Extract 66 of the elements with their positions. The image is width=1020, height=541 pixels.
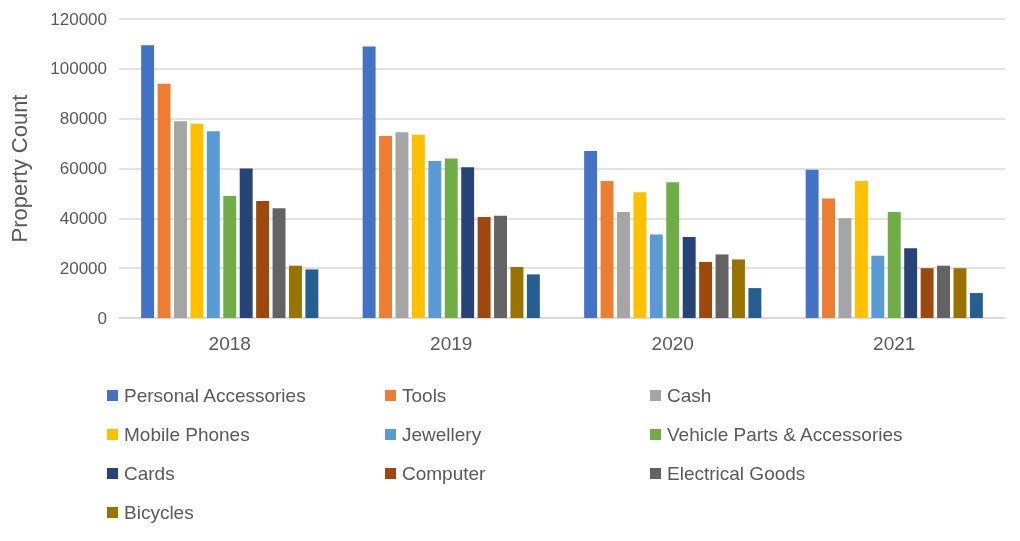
bar: [953, 268, 967, 318]
legend-label: Tools: [402, 385, 447, 406]
bar: [510, 266, 524, 318]
bar: [854, 180, 868, 318]
y-tick-label: 80000: [59, 109, 107, 129]
legend-label: Mobile Phones: [124, 424, 250, 445]
bar: [920, 268, 934, 318]
bar: [411, 134, 425, 318]
bar: [822, 198, 836, 318]
bar: [494, 215, 507, 318]
bar: [379, 136, 393, 318]
bar: [157, 83, 171, 318]
y-tick-label: 40000: [59, 208, 107, 228]
bar: [190, 123, 204, 318]
bar: [805, 169, 819, 318]
bar: [904, 248, 918, 318]
bar: [748, 288, 762, 318]
bar: [395, 132, 409, 318]
bar: [174, 121, 187, 318]
y-axis-title: Property Count: [6, 94, 32, 243]
bar: [969, 293, 983, 318]
bar: [649, 234, 663, 318]
legend-label: Personal Accessories: [124, 385, 306, 406]
bar: [239, 168, 253, 318]
bar: [666, 182, 680, 318]
bar: [288, 265, 302, 318]
bar: [461, 167, 475, 318]
bar: [526, 274, 540, 318]
bar: [887, 212, 901, 318]
legend-label: Bicycles: [124, 502, 194, 523]
y-tick-label: 60000: [59, 159, 107, 178]
bar: [838, 218, 852, 318]
bar: [141, 45, 155, 318]
bar: [682, 237, 696, 318]
bar: [428, 161, 442, 318]
bar: [584, 151, 598, 318]
x-tick-label: 2018: [208, 333, 251, 354]
bar: [731, 259, 745, 318]
y-tick-label: 120000: [50, 9, 107, 29]
y-tick-label: 100000: [50, 59, 107, 79]
x-tick-label: 2020: [651, 333, 694, 354]
bar: [633, 192, 647, 318]
bar: [272, 208, 286, 318]
legend-label: Cards: [124, 463, 175, 484]
legend-label: Computer: [402, 463, 487, 484]
bar: [617, 212, 630, 318]
legend-label: Electrical Goods: [667, 463, 806, 484]
bar: [256, 200, 270, 318]
bar: [444, 158, 458, 318]
bar: [305, 269, 319, 318]
legend-label: Jewellery: [402, 424, 482, 445]
bar: [871, 255, 885, 318]
bar: [206, 131, 220, 318]
legend-label: Cash: [667, 385, 712, 406]
x-tick-label: 2019: [430, 333, 473, 354]
bar: [715, 254, 729, 318]
legend-label: Vehicle Parts & Accessories: [667, 424, 903, 445]
bar: [937, 265, 950, 318]
bar: [600, 180, 614, 318]
bar: [223, 195, 237, 318]
x-tick-label: 2021: [873, 333, 916, 354]
bar: [362, 46, 376, 318]
y-tick-label: 20000: [59, 258, 107, 278]
bar: [699, 261, 713, 318]
bar: [477, 217, 491, 318]
y-tick-label: 0: [97, 308, 107, 328]
